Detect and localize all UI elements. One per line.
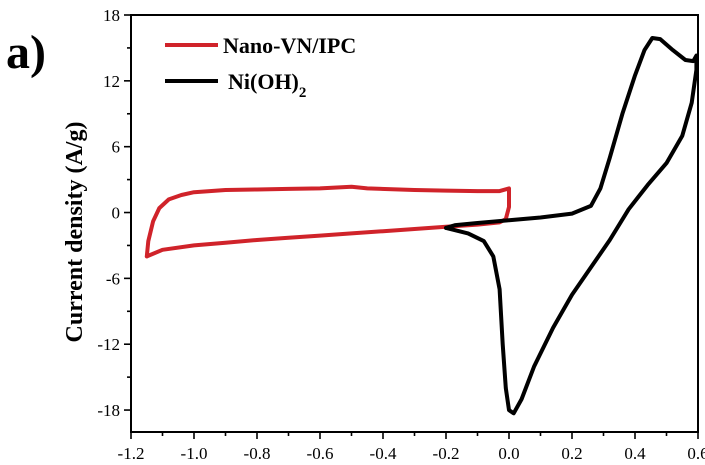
x-tick-label: -0.2 [433, 444, 460, 463]
y-tick-label: -12 [97, 335, 120, 354]
x-tick-label: 0.6 [687, 444, 705, 463]
x-tick-label: -0.4 [370, 444, 397, 463]
x-tick-label: 0.0 [498, 444, 519, 463]
y-tick-label: 12 [103, 72, 120, 91]
y-tick-label: -18 [97, 401, 120, 420]
legend-label-ni-oh-2: Ni(OH)2 [228, 69, 306, 101]
legend-label-ni-oh-2-subscript: 2 [299, 85, 307, 101]
y-axis-title: Current density (A/g) [62, 122, 88, 343]
series-line-1 [444, 36, 699, 416]
series-layer [144, 36, 699, 416]
x-tick-label: -1.0 [181, 444, 208, 463]
x-tick-label: 0.2 [561, 444, 582, 463]
legend-label-ni-oh-2-main: Ni(OH) [228, 69, 299, 94]
x-tick-label: -0.8 [244, 444, 271, 463]
tick-labels-layer: -1.2 -1.0 -0.8 -0.6 -0.4 -0.2 0.0 0.2 0.4 0.6 -18 -… [97, 6, 705, 463]
x-tick-label: -1.2 [118, 444, 145, 463]
x-tick-label: -0.6 [307, 444, 334, 463]
legend-label-nano-vn-ipc: Nano-VN/IPC [223, 33, 356, 58]
y-tick-label: 6 [112, 138, 121, 157]
x-tick-label: 0.4 [624, 444, 646, 463]
series-line-0 [144, 184, 511, 259]
panel-label: a) [6, 26, 46, 79]
legend: Nano-VN/IPC Ni(OH)2 [165, 33, 356, 101]
y-tick-label: 18 [103, 6, 120, 25]
y-tick-label: 0 [112, 204, 121, 223]
tick-marks-layer [124, 14, 699, 439]
plot-frame [130, 14, 699, 433]
y-tick-label: -6 [106, 269, 120, 288]
